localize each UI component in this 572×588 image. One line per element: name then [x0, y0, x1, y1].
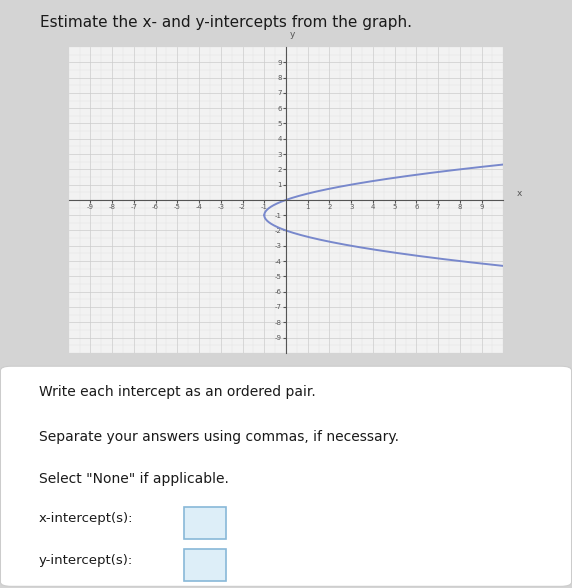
Text: Select "None" if applicable.: Select "None" if applicable.	[39, 472, 229, 486]
Text: Separate your answers using commas, if necessary.: Separate your answers using commas, if n…	[39, 430, 399, 444]
FancyBboxPatch shape	[184, 549, 225, 581]
Text: x-intercept(s):: x-intercept(s):	[39, 512, 133, 525]
Text: x: x	[517, 189, 522, 198]
Text: y: y	[290, 31, 295, 39]
Text: y-intercept(s):: y-intercept(s):	[39, 554, 133, 567]
FancyBboxPatch shape	[184, 507, 225, 539]
Text: Write each intercept as an ordered pair.: Write each intercept as an ordered pair.	[39, 385, 316, 399]
FancyBboxPatch shape	[1, 366, 571, 586]
Text: Estimate the x- and y-intercepts from the graph.: Estimate the x- and y-intercepts from th…	[40, 15, 412, 30]
